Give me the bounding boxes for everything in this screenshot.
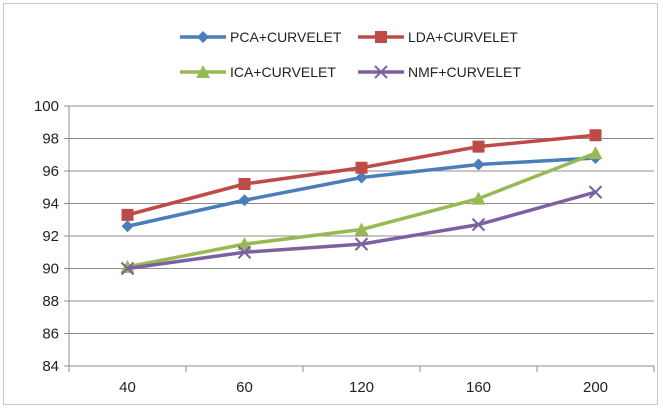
- x-tick-label: 200: [583, 379, 608, 396]
- y-tick-label: 88: [42, 293, 59, 310]
- data-point: [238, 178, 251, 190]
- legend-marker: [374, 65, 388, 79]
- data-point: [471, 191, 486, 205]
- x-tick-label: 160: [466, 379, 491, 396]
- data-point: [121, 208, 134, 221]
- y-tick-label: 96: [42, 163, 59, 180]
- data-point: [355, 161, 368, 174]
- data-point: [354, 222, 369, 236]
- data-point: [355, 171, 368, 184]
- x-tick-label: 120: [349, 379, 374, 396]
- x-tick-labels: 40 60 120 160 200: [119, 379, 608, 396]
- legend-item: NMF+CURVELET: [358, 64, 521, 80]
- y-tick-label: 100: [34, 98, 59, 115]
- legend-item: PCA+CURVELET: [180, 29, 342, 45]
- data-point: [589, 129, 602, 142]
- axes: [64, 105, 655, 372]
- legend-marker: [197, 31, 209, 43]
- gridlines: [69, 105, 654, 367]
- y-tick-label: 94: [42, 196, 59, 213]
- series-lda-curvelet: [121, 129, 602, 221]
- y-tick-label: 92: [42, 228, 59, 245]
- legend-item: ICA+CURVELET: [180, 64, 336, 80]
- legend-marker: [196, 65, 210, 78]
- x-tick-label: 60: [236, 379, 253, 396]
- data-point: [238, 194, 251, 207]
- data-point: [471, 217, 486, 232]
- legend: PCA+CURVELET LDA+CURVELET ICA+CURVELET NMF+…: [180, 29, 521, 80]
- series-ica-curvelet: [120, 146, 603, 273]
- y-tick-label: 98: [42, 131, 59, 148]
- data-point: [354, 237, 369, 251]
- data-point: [237, 237, 252, 251]
- data-point: [472, 140, 485, 153]
- data-point: [472, 158, 485, 171]
- legend-marker: [375, 31, 387, 43]
- legend-label: LDA+CURVELET: [408, 29, 518, 45]
- legend-label: PCA+CURVELET: [230, 29, 342, 45]
- series-nmf-curvelet: [120, 185, 603, 276]
- data-point: [588, 185, 603, 199]
- legend-item: LDA+CURVELET: [358, 29, 518, 45]
- y-tick-labels: 84 86 88 90 92 94 96 98 100: [34, 98, 59, 375]
- data-point: [120, 261, 135, 276]
- y-tick-label: 86: [42, 326, 59, 343]
- series-lines: [120, 129, 603, 276]
- data-point: [588, 146, 603, 160]
- legend-label: ICA+CURVELET: [230, 64, 336, 80]
- data-point: [121, 220, 134, 233]
- x-tick-label: 40: [119, 379, 136, 396]
- data-point: [237, 245, 252, 259]
- y-tick-label: 90: [42, 261, 59, 278]
- legend-label: NMF+CURVELET: [408, 64, 521, 80]
- y-tick-label: 84: [42, 358, 59, 375]
